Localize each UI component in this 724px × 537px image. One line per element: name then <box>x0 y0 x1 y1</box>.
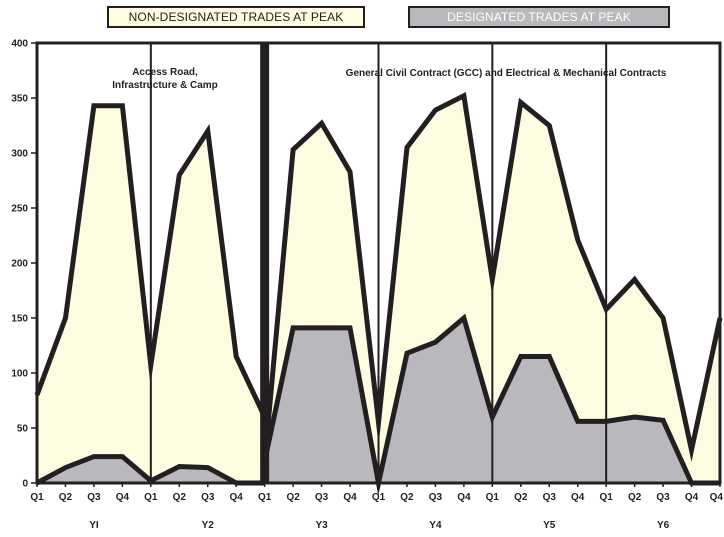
year-label: Y2 <box>202 520 215 531</box>
y-tick-label: 300 <box>11 149 28 160</box>
legend-designated: DESIGNATED TRADES AT PEAK <box>408 6 670 28</box>
year-label: YI <box>89 520 99 531</box>
x-tick-label: Q2 <box>286 492 300 503</box>
y-tick-label: 150 <box>11 314 28 325</box>
x-tick-label: Q1 <box>486 492 500 503</box>
x-tick-label: Q2 <box>400 492 414 503</box>
year-label: Y5 <box>543 520 556 531</box>
designated-area-segment-1 <box>37 456 265 483</box>
phase-label-gcc: General Civil Contract (GCC) and Electri… <box>346 68 667 79</box>
x-tick-label: Q4 <box>116 492 130 503</box>
y-tick-label: 350 <box>11 94 28 105</box>
x-tick-label: Q1 <box>144 492 158 503</box>
x-tick-label: Q3 <box>315 492 329 503</box>
phase-separator <box>260 43 270 483</box>
phase-label-access-road-line2: Infrastructure & Camp <box>112 80 218 91</box>
y-tick-label: 0 <box>22 479 28 490</box>
y-tick-label: 50 <box>17 424 29 435</box>
x-tick-label: Q3 <box>201 492 215 503</box>
x-tick-label: Q4 <box>685 492 699 503</box>
x-tick-label: Q4 <box>710 492 724 503</box>
x-tick-label: Q1 <box>599 492 613 503</box>
non-designated-area-segment-1 <box>37 105 265 483</box>
x-tick-label: Q1 <box>372 492 386 503</box>
x-tick-label: Q4 <box>230 492 244 503</box>
year-label: Y6 <box>657 520 670 531</box>
y-tick-label: 250 <box>11 204 28 215</box>
x-tick-label: Q1 <box>258 492 272 503</box>
x-tick-label: Q2 <box>59 492 73 503</box>
x-tick-label: Q1 <box>30 492 44 503</box>
x-tick-label: Q3 <box>543 492 557 503</box>
year-label: Y3 <box>315 520 328 531</box>
x-tick-label: Q3 <box>656 492 670 503</box>
y-tick-label: 100 <box>11 369 28 380</box>
x-tick-label: Q4 <box>343 492 357 503</box>
phase-label-access-road: Access Road, <box>132 67 198 78</box>
year-label: Y4 <box>429 520 442 531</box>
y-tick-label: 400 <box>11 39 28 50</box>
x-tick-label: Q4 <box>571 492 585 503</box>
x-tick-label: Q3 <box>87 492 101 503</box>
x-tick-label: Q2 <box>514 492 528 503</box>
x-tick-label: Q4 <box>457 492 471 503</box>
x-tick-label: Q3 <box>429 492 443 503</box>
x-tick-label: Q2 <box>628 492 642 503</box>
x-tick-label: Q2 <box>173 492 187 503</box>
y-tick-label: 200 <box>11 259 28 270</box>
legend-non-designated: NON-DESIGNATED TRADES AT PEAK <box>107 6 365 28</box>
